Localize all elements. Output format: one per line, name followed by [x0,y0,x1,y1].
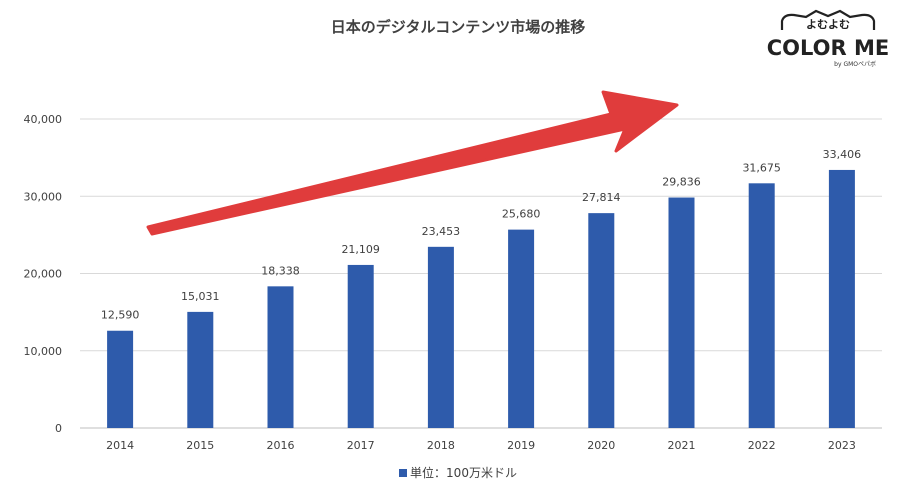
x-tick-label: 2016 [267,439,295,452]
data-label: 25,680 [502,208,541,221]
legend-label: 単位：100万米ドル [410,466,517,480]
trend-arrow [146,90,679,236]
data-label: 23,453 [422,225,461,238]
bar [107,330,134,428]
bar [748,183,775,428]
trend-arrow [146,90,679,236]
logo-sub-text: by GMOペパボ [834,60,876,68]
bar [668,197,695,428]
bar [828,169,855,428]
y-tick-label: 40,000 [24,113,63,126]
gridlines [80,118,882,429]
bar [427,246,454,428]
labels: 0 10,000 20,000 30,000 40,000 12,590 2014 15,03… [24,113,862,452]
x-tick-label: 2015 [186,439,214,452]
x-tick-label: 2018 [427,439,455,452]
data-label: 12,590 [101,309,140,322]
y-tick-label: 20,000 [24,268,63,281]
data-label: 15,031 [181,290,220,303]
bar [267,286,294,428]
chart-title: 日本のデジタルコンテンツ市場の推移 [330,18,586,36]
data-label: 33,406 [823,148,862,161]
bar [508,229,535,428]
y-tick-label: 0 [55,422,62,435]
y-tick-label: 10,000 [24,345,63,358]
bar [187,311,214,428]
data-label: 29,836 [662,176,701,189]
logo-main-text: COLOR ME [767,36,889,60]
data-label: 27,814 [582,191,621,204]
x-tick-label: 2020 [587,439,615,452]
color-me-logo: よむよむ COLOR ME by GMOペパボ [767,9,889,68]
data-label: 21,109 [341,243,380,256]
bar [347,264,374,428]
x-tick-label: 2017 [347,439,375,452]
y-tick-label: 30,000 [24,190,63,203]
x-tick-label: 2022 [748,439,776,452]
x-tick-label: 2014 [106,439,134,452]
data-label: 18,338 [261,264,300,277]
legend-swatch [399,469,408,477]
x-tick-label: 2023 [828,439,856,452]
data-label: 31,675 [742,161,781,174]
logo-top-text: よむよむ [806,18,850,31]
bar [588,213,615,428]
x-tick-label: 2019 [507,439,535,452]
x-tick-label: 2021 [668,439,696,452]
bars [107,169,855,428]
legend: 単位：100万米ドル [0,464,916,481]
